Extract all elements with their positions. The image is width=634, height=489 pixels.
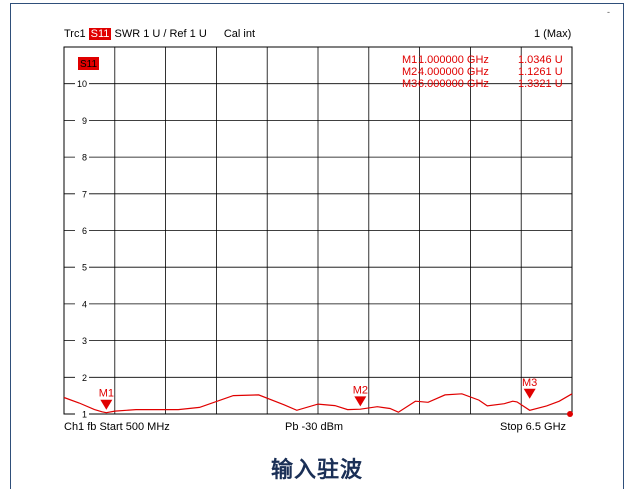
marker-readout-name: M1 [402,54,417,66]
marker-readout-freq: 1.000000 GHz [418,54,489,66]
trace-name: Trc1 [64,28,86,40]
format-text: SWR 1 U / Ref 1 U [114,28,207,40]
trace-badge-box [78,57,99,70]
header-trace-info: Trc1 S11 SWR 1 U / Ref 1 U Cal int [64,28,255,40]
marker-triangle [523,388,536,399]
y-tick-label-bg [75,225,89,236]
y-tick-label-bg [75,78,89,89]
y-tick-label: 3 [82,336,87,346]
corner-mark: - [607,7,610,17]
y-tick-label: 6 [82,226,87,236]
marker-readout-name: M3 [402,78,417,90]
marker-label: M1 [99,388,114,400]
marker-readout-value: 1.0346 U [518,54,563,66]
figure-caption: 输入驻波 [270,457,363,482]
y-tick-label-bg [75,188,89,199]
marker-label: M3 [522,377,537,389]
cal-text: Cal int [223,28,256,40]
y-tick-label: 8 [82,153,87,163]
footer-power: Pb -30 dBm [285,421,344,433]
y-tick-label-bg [75,409,89,419]
y-tick-label-bg [75,372,89,383]
max-label: 1 (Max) [534,28,572,40]
y-tick-label: 7 [82,189,87,199]
swr-trace-line [63,393,573,414]
y-tick-label: 10 [77,79,87,89]
marker-triangle [354,396,367,407]
marker-readout-freq: 4.000000 GHz [418,66,489,78]
footer-start: Ch1 fb Start 500 MHz [64,421,170,433]
marker-readout-freq: 6.000000 GHz [418,78,489,90]
sweep-end-dot [567,411,573,417]
trace-param-badge: S11 [88,28,112,40]
y-tick-label: 1 [82,410,87,420]
y-tick-label-bg [75,262,89,273]
marker-triangle [100,399,113,410]
y-tick-label: 9 [82,116,87,126]
y-tick-label: 2 [82,373,87,383]
trace-badge-label: S11 [80,59,97,70]
y-tick-label-bg [75,152,89,163]
y-tick-label: 4 [82,299,87,309]
marker-readout-name: M2 [402,66,417,78]
marker-readout-value: 1.3321 U [518,78,563,90]
footer-stop: Stop 6.5 GHz [500,421,567,433]
y-tick-label-bg [75,115,89,126]
y-tick-label-bg [75,298,89,309]
y-tick-label: 5 [82,263,87,273]
y-tick-label-bg [75,335,89,346]
marker-readout-value: 1.1261 U [518,66,563,78]
marker-label: M2 [353,384,368,396]
